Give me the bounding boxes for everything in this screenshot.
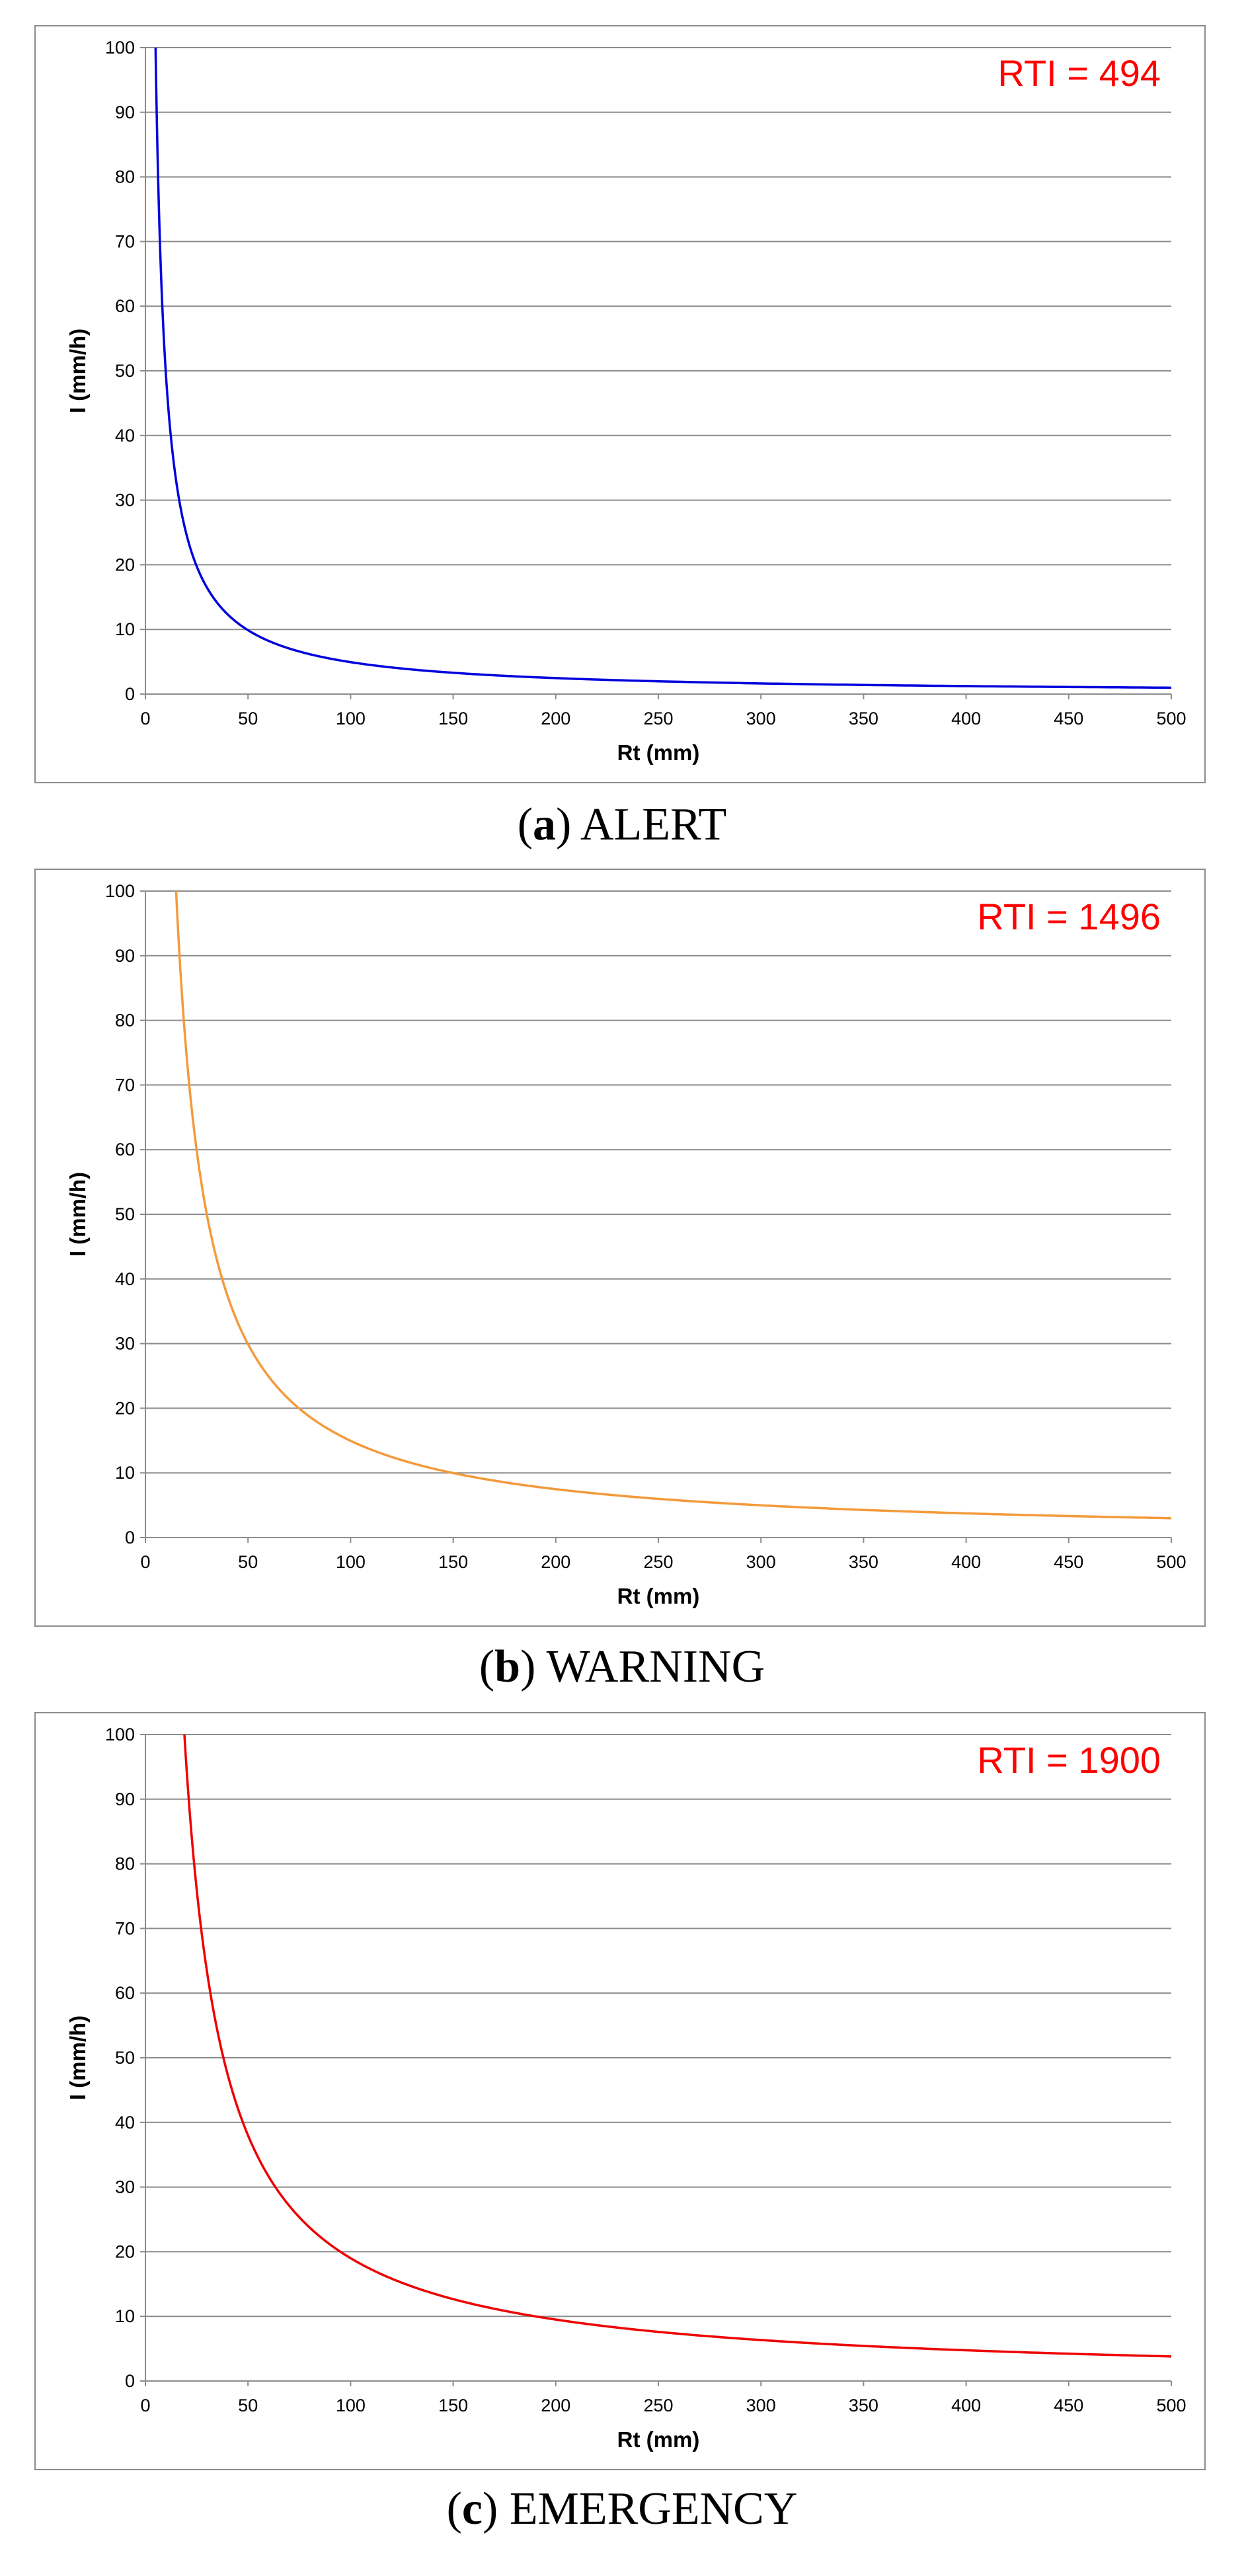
x-tick-label: 0 (140, 2396, 150, 2415)
panel-a: 0 10 20 30 40 50 60 70 80 90 100 0 50 100 150 200 250 300… (34, 25, 1206, 783)
y-tick-label: 30 (115, 490, 135, 510)
x-tick-label: 50 (238, 709, 258, 728)
y-tick-label: 80 (115, 1011, 135, 1031)
x-tick-label: 200 (541, 1552, 570, 1572)
y-tick-label: 0 (125, 1528, 135, 1547)
y-tick-label: 20 (115, 555, 135, 574)
chart-c: 0 10 20 30 40 50 60 70 80 90 100 0 50 100 150 200 250 300… (65, 1725, 1186, 2452)
y-tick-label: 40 (115, 1269, 135, 1289)
x-tick-label: 450 (1054, 2396, 1083, 2415)
x-tick-label: 250 (643, 2396, 673, 2415)
y-tick-label: 60 (115, 296, 135, 316)
chart-a: 0 10 20 30 40 50 60 70 80 90 100 0 50 100 150 200 250 300… (65, 38, 1186, 765)
x-tick-label: 400 (951, 2396, 981, 2415)
y-tick-label: 80 (115, 1854, 135, 1874)
caption-text: ALERT (580, 799, 727, 850)
y-tick-label: 20 (115, 1398, 135, 1418)
x-tick-label: 200 (541, 709, 570, 728)
x-tick-label: 250 (643, 709, 673, 728)
y-tick-label: 50 (115, 2048, 135, 2068)
chart-b: 0 10 20 30 40 50 60 70 80 90 100 0 50 100 150 200 250 300… (65, 881, 1186, 1608)
y-tick-label: 10 (115, 619, 135, 639)
y-tick-label: 70 (115, 1918, 135, 1938)
y-tick-label: 0 (125, 684, 135, 704)
y-tick-label: 100 (105, 38, 135, 58)
series-line (154, 47, 1172, 689)
x-tick-label: 350 (849, 709, 878, 728)
caption-text: WARNING (546, 1641, 765, 1692)
y-tick-label: 90 (115, 1789, 135, 1809)
x-tick-label: 300 (746, 709, 776, 728)
x-axis-label: Rt (mm) (617, 1584, 700, 1608)
x-tick-label: 350 (849, 2396, 878, 2415)
x-tick-label: 350 (849, 1552, 878, 1572)
x-tick-label: 500 (1156, 2396, 1186, 2415)
x-tick-label: 150 (438, 709, 468, 728)
x-tick-label: 450 (1054, 1552, 1083, 1572)
y-tick-label: 30 (115, 2177, 135, 2197)
x-tick-label: 250 (643, 1552, 673, 1572)
caption-a: (a) ALERT (517, 799, 727, 850)
x-tick-label: 100 (336, 1552, 366, 1572)
rti-annotation: RTI = 494 (998, 52, 1161, 94)
caption-letter: a (533, 799, 557, 850)
x-tick-label: 150 (438, 1552, 468, 1572)
y-tick-label: 10 (115, 1463, 135, 1483)
x-tick-label: 400 (951, 1552, 981, 1572)
y-tick-label: 70 (115, 1075, 135, 1095)
y-tick-label: 50 (115, 361, 135, 381)
x-tick-label: 50 (238, 1552, 258, 1572)
y-axis-label: I (mm/h) (65, 1172, 90, 1257)
y-axis-label: I (mm/h) (65, 329, 90, 413)
caption-letter: b (494, 1641, 521, 1692)
x-tick-label: 150 (438, 2396, 468, 2415)
y-tick-label: 70 (115, 231, 135, 251)
series-line (183, 1734, 1172, 2358)
x-tick-label: 0 (140, 1552, 150, 1572)
x-tick-label: 100 (336, 709, 366, 728)
x-tick-label: 200 (541, 2396, 570, 2415)
x-tick-label: 450 (1054, 709, 1083, 728)
y-tick-label: 10 (115, 2306, 135, 2326)
caption-b: (b) WARNING (479, 1641, 765, 1692)
caption-text: EMERGENCY (509, 2483, 798, 2534)
x-axis-label: Rt (mm) (617, 740, 700, 765)
x-tick-label: 50 (238, 2396, 258, 2415)
caption-c: (c) EMERGENCY (446, 2483, 798, 2534)
y-tick-label: 90 (115, 946, 135, 966)
x-tick-label: 0 (140, 709, 150, 728)
caption-letter: c (461, 2483, 483, 2534)
x-tick-label: 100 (336, 2396, 366, 2415)
rti-annotation: RTI = 1496 (977, 896, 1161, 937)
x-tick-label: 400 (951, 709, 981, 728)
y-tick-label: 80 (115, 167, 135, 187)
y-tick-label: 100 (105, 1725, 135, 1744)
y-tick-label: 40 (115, 2113, 135, 2132)
y-tick-label: 90 (115, 102, 135, 122)
y-tick-label: 60 (115, 1140, 135, 1159)
y-tick-label: 40 (115, 426, 135, 446)
y-axis-label: I (mm/h) (65, 2015, 90, 2100)
x-tick-label: 300 (746, 1552, 776, 1572)
rti-annotation: RTI = 1900 (977, 1739, 1161, 1781)
y-tick-label: 100 (105, 881, 135, 901)
y-tick-label: 20 (115, 2242, 135, 2261)
y-tick-label: 50 (115, 1204, 135, 1224)
panel-b: 0 10 20 30 40 50 60 70 80 90 100 0 50 100 150 200 250 300… (34, 869, 1206, 1627)
series-line (175, 890, 1172, 1520)
x-tick-label: 500 (1156, 709, 1186, 728)
y-tick-label: 30 (115, 1334, 135, 1354)
y-tick-label: 0 (125, 2371, 135, 2391)
x-tick-label: 500 (1156, 1552, 1186, 1572)
x-axis-label: Rt (mm) (617, 2427, 700, 2452)
panel-c: 0 10 20 30 40 50 60 70 80 90 100 0 50 100 150 200 250 300… (34, 1712, 1206, 2470)
x-tick-label: 300 (746, 2396, 776, 2415)
y-tick-label: 60 (115, 1983, 135, 2003)
